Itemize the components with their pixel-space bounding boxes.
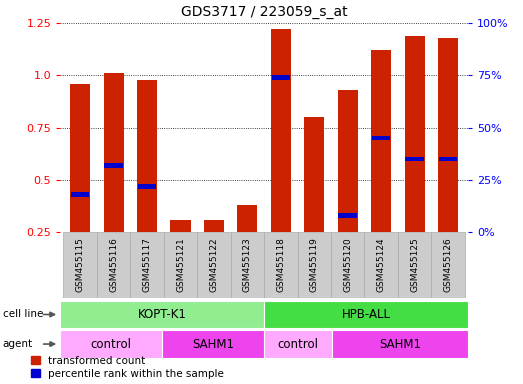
Bar <box>63 232 97 298</box>
Bar <box>332 330 468 358</box>
Bar <box>264 232 298 298</box>
Bar <box>405 157 424 161</box>
Text: control: control <box>90 338 132 351</box>
Text: GSM455116: GSM455116 <box>109 238 118 293</box>
Bar <box>60 330 162 358</box>
Bar <box>398 232 431 298</box>
Text: GSM455119: GSM455119 <box>310 238 319 293</box>
Text: GSM455122: GSM455122 <box>209 238 219 292</box>
Bar <box>70 84 90 232</box>
Bar <box>130 232 164 298</box>
Bar <box>371 50 391 232</box>
Legend: transformed count, percentile rank within the sample: transformed count, percentile rank withi… <box>31 356 224 379</box>
Bar <box>138 184 156 189</box>
Bar <box>264 301 468 328</box>
Bar <box>271 75 290 80</box>
Text: cell line: cell line <box>3 310 43 319</box>
Bar <box>372 136 390 141</box>
Bar <box>60 301 264 328</box>
Text: GSM455123: GSM455123 <box>243 238 252 292</box>
Bar <box>71 192 89 197</box>
Bar <box>164 232 197 298</box>
Title: GDS3717 / 223059_s_at: GDS3717 / 223059_s_at <box>181 5 347 19</box>
Bar <box>438 38 458 232</box>
Text: GSM455126: GSM455126 <box>444 238 452 292</box>
Bar <box>365 232 398 298</box>
Bar <box>137 79 157 232</box>
Bar <box>298 232 331 298</box>
Bar <box>170 220 190 232</box>
Text: SAHM1: SAHM1 <box>379 338 421 351</box>
Bar <box>264 330 332 358</box>
Text: GSM455120: GSM455120 <box>343 238 352 292</box>
Text: KOPT-K1: KOPT-K1 <box>138 308 187 321</box>
Bar <box>97 232 130 298</box>
Bar <box>405 36 425 232</box>
Text: SAHM1: SAHM1 <box>192 338 234 351</box>
Bar <box>331 232 365 298</box>
Bar <box>172 253 190 258</box>
Bar <box>338 90 358 232</box>
Bar <box>338 213 357 218</box>
Text: GSM455124: GSM455124 <box>377 238 385 292</box>
Bar <box>162 330 264 358</box>
Text: GSM455117: GSM455117 <box>143 238 152 293</box>
Text: GSM455115: GSM455115 <box>76 238 85 293</box>
Text: HPB-ALL: HPB-ALL <box>342 308 391 321</box>
Bar <box>104 73 123 232</box>
Text: control: control <box>278 338 319 351</box>
Bar <box>238 247 257 252</box>
Bar <box>304 117 324 232</box>
Text: GSM455125: GSM455125 <box>410 238 419 292</box>
Bar <box>231 232 264 298</box>
Bar <box>204 220 224 232</box>
Bar <box>105 163 123 168</box>
Bar <box>271 29 291 232</box>
Bar <box>237 205 257 232</box>
Bar <box>439 157 457 161</box>
Bar <box>197 232 231 298</box>
Bar <box>204 259 223 264</box>
Bar <box>305 245 324 249</box>
Text: agent: agent <box>3 339 33 349</box>
Text: GSM455118: GSM455118 <box>276 238 286 293</box>
Text: GSM455121: GSM455121 <box>176 238 185 292</box>
Bar <box>431 232 465 298</box>
